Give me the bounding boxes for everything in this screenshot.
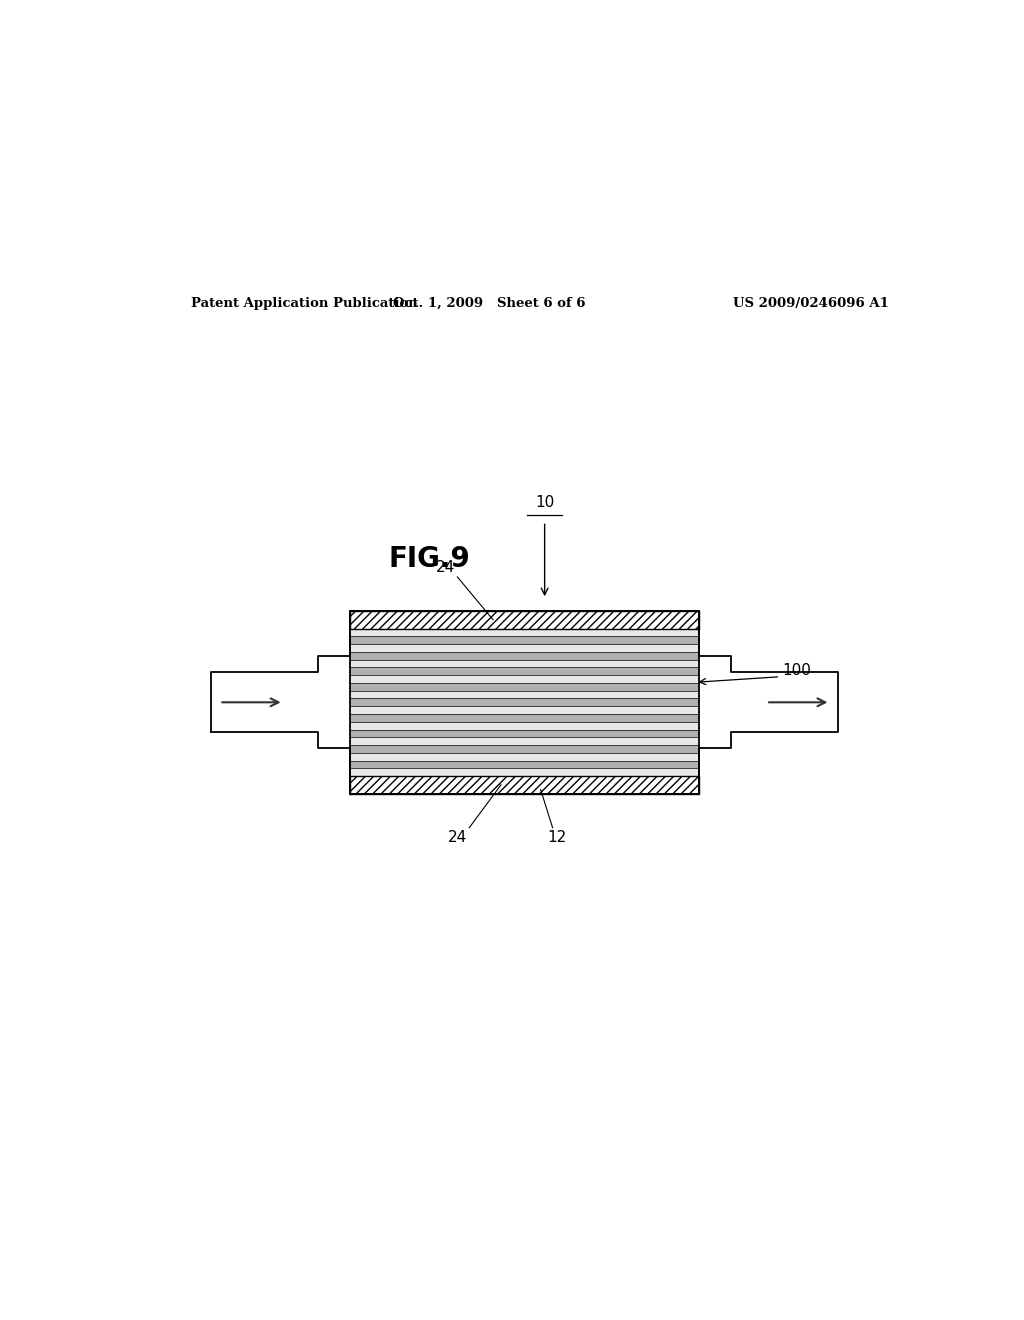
Bar xyxy=(350,652,699,660)
Text: FIG.9: FIG.9 xyxy=(389,545,470,573)
Text: Patent Application Publication: Patent Application Publication xyxy=(191,297,418,310)
Bar xyxy=(350,776,699,793)
Bar xyxy=(350,611,699,628)
Polygon shape xyxy=(211,611,839,793)
Bar xyxy=(350,668,699,675)
Text: 24: 24 xyxy=(447,830,467,845)
Bar xyxy=(350,744,699,752)
Bar xyxy=(350,752,699,760)
Bar xyxy=(350,714,699,722)
Text: Oct. 1, 2009   Sheet 6 of 6: Oct. 1, 2009 Sheet 6 of 6 xyxy=(393,297,586,310)
Bar xyxy=(350,706,699,714)
Bar xyxy=(350,698,699,706)
Bar xyxy=(350,690,699,698)
Text: US 2009/0246096 A1: US 2009/0246096 A1 xyxy=(732,297,889,310)
Bar xyxy=(350,760,699,768)
Bar xyxy=(350,730,699,738)
Bar xyxy=(350,675,699,682)
Bar xyxy=(350,636,699,644)
Bar xyxy=(350,722,699,730)
Bar xyxy=(350,738,699,744)
Bar xyxy=(350,682,699,690)
Text: 10: 10 xyxy=(535,495,554,511)
Text: 12: 12 xyxy=(547,830,566,845)
Bar xyxy=(350,611,699,793)
Bar xyxy=(350,660,699,668)
Bar xyxy=(350,644,699,652)
Bar xyxy=(350,768,699,776)
Bar xyxy=(350,628,699,636)
Text: 24: 24 xyxy=(436,560,455,576)
Text: 100: 100 xyxy=(782,663,812,678)
